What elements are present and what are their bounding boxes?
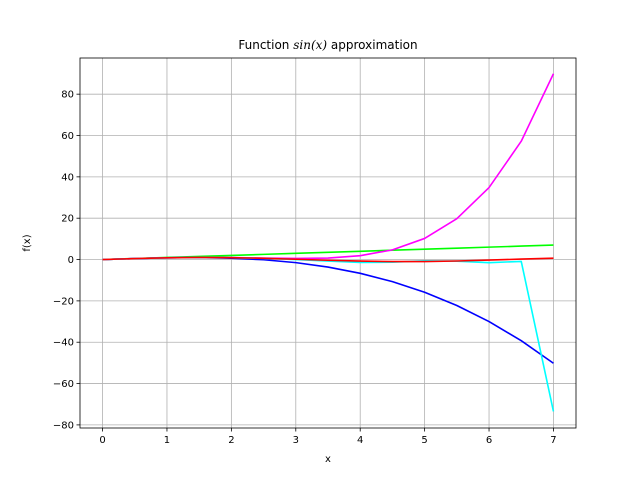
y-tick-label: 80 bbox=[61, 90, 74, 101]
x-tick-label: 4 bbox=[357, 435, 363, 446]
x-tick-label: 3 bbox=[293, 435, 299, 446]
y-tick-label: 0 bbox=[68, 255, 74, 266]
x-tick-label: 5 bbox=[421, 435, 427, 446]
y-tick-label: 60 bbox=[61, 131, 74, 142]
y-tick-label: 40 bbox=[61, 172, 74, 183]
x-axis-label: x bbox=[325, 454, 331, 465]
x-tick-label: 6 bbox=[486, 435, 492, 446]
axis-ticks: 0 1 2 3 4 5 6 7 −80 −60 −40 −20 0 20 40 60 80 bbox=[53, 90, 557, 446]
y-axis-label: f(x) bbox=[22, 234, 33, 251]
y-tick-label: −60 bbox=[53, 379, 74, 390]
y-tick-label: −20 bbox=[53, 296, 74, 307]
plot-frame bbox=[79, 57, 577, 429]
x-tick-label: 7 bbox=[550, 435, 556, 446]
y-tick-label: −80 bbox=[53, 420, 74, 431]
series-line-5 bbox=[102, 256, 554, 263]
chart-title-prefix: Function bbox=[238, 38, 293, 52]
y-tick-label: 20 bbox=[61, 214, 74, 225]
series-lines bbox=[102, 73, 555, 412]
chart-title-math: sin(x) bbox=[293, 38, 327, 52]
chart-title-suffix: approximation bbox=[327, 38, 418, 52]
x-tick-label: 2 bbox=[228, 435, 234, 446]
chart-title: Function sin(x) approximation bbox=[238, 38, 417, 52]
x-tick-label: 1 bbox=[164, 435, 170, 446]
x-tick-label: 0 bbox=[99, 435, 105, 446]
y-tick-label: −40 bbox=[53, 338, 74, 349]
